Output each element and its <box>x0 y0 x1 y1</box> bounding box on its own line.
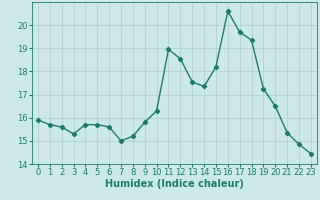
X-axis label: Humidex (Indice chaleur): Humidex (Indice chaleur) <box>105 179 244 189</box>
